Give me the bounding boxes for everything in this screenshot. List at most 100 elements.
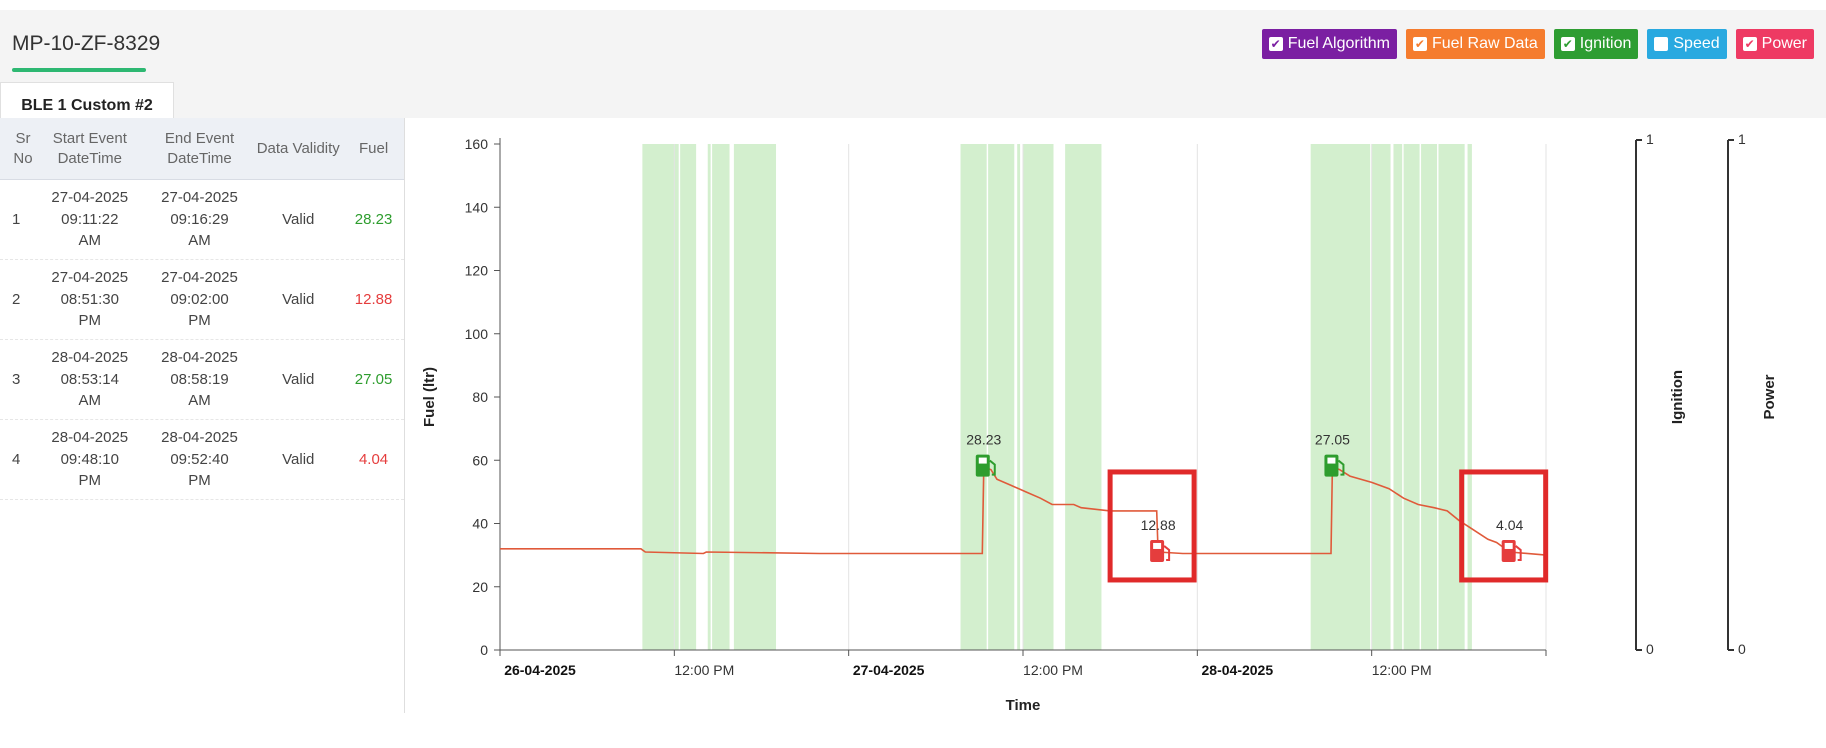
cell-end-datetime: 28-04-2025 09:52:40 PM — [161, 428, 238, 490]
checkbox-icon[interactable]: ✔ — [1560, 37, 1575, 51]
x-tick-label: 28-04-2025 — [1202, 662, 1274, 678]
table-row[interactable]: 4 28-04-2025 09:48:10 PM 28-04-2025 09:52:4… — [0, 420, 404, 500]
header-end-event: End Event DateTime — [164, 130, 235, 167]
secondary-axis-max-label: 1 — [1738, 131, 1746, 147]
table-row[interactable]: 2 27-04-2025 08:51:30 PM 27-04-2025 09:02:0… — [0, 260, 404, 340]
cell-sr-no: 1 — [12, 210, 21, 228]
header-bar: MP-10-ZF-8329 ✔ Fuel Algorithm ✔ Fuel Ra… — [0, 10, 1826, 128]
ignition-band — [1371, 144, 1391, 650]
x-tick-label: 26-04-2025 — [504, 662, 576, 678]
y-tick-label: 140 — [465, 199, 489, 215]
legend-toggle-speed[interactable]: Speed — [1647, 29, 1727, 59]
cell-sr-no: 3 — [12, 370, 21, 388]
fuel-pump-icon[interactable] — [975, 454, 996, 477]
cell-fuel: 27.05 — [354, 370, 393, 388]
cell-validity: Valid — [282, 210, 315, 228]
cell-sr-no: 4 — [12, 450, 21, 468]
fuel-series-line — [500, 465, 1547, 556]
cell-fuel: 12.88 — [354, 290, 393, 308]
cell-fuel: 4.04 — [358, 450, 389, 468]
y-tick-label: 40 — [472, 516, 488, 532]
fuel-pump-icon[interactable] — [1501, 539, 1522, 562]
legend-label: Ignition — [1579, 35, 1632, 52]
legend-toggle-ignition[interactable]: ✔ Ignition — [1553, 29, 1639, 59]
ignition-band — [1467, 144, 1472, 650]
event-value-label: 12.88 — [1141, 517, 1176, 533]
x-tick-label: 12:00 PM — [1372, 662, 1432, 678]
drain-highlight-box — [1459, 469, 1549, 583]
ignition-band — [1310, 144, 1371, 650]
ignition-band — [1393, 144, 1403, 650]
legend-toggle-fuel-raw-data[interactable]: ✔ Fuel Raw Data — [1405, 29, 1545, 59]
legend-label: Power — [1761, 35, 1807, 52]
x-axis-title: Time — [1006, 697, 1041, 714]
ignition-band — [642, 144, 679, 650]
cell-end-datetime: 28-04-2025 08:58:19 AM — [161, 348, 238, 410]
legend-label: Fuel Raw Data — [1431, 35, 1538, 52]
cell-validity: Valid — [282, 290, 315, 308]
event-value-label: 28.23 — [966, 432, 1001, 448]
x-tick-label: 27-04-2025 — [853, 662, 925, 678]
y-tick-label: 160 — [465, 136, 489, 152]
secondary-axis-min-label: 0 — [1738, 641, 1746, 657]
fuel-pump-icon[interactable] — [1150, 539, 1171, 562]
cell-start-datetime: 27-04-2025 08:51:30 PM — [51, 268, 129, 330]
cell-validity: Valid — [282, 370, 315, 388]
header-fuel: Fuel — [358, 139, 389, 157]
legend-toggles: ✔ Fuel Algorithm ✔ Fuel Raw Data ✔ Ignit… — [1261, 29, 1814, 59]
legend-label: Fuel Algorithm — [1287, 35, 1390, 52]
event-value-label: 27.05 — [1315, 432, 1350, 448]
cell-sr-no: 2 — [12, 290, 21, 308]
y-axis-title: Fuel (ltr) — [421, 367, 438, 427]
checkbox-icon[interactable] — [1654, 37, 1669, 51]
header-start-event: Start Event DateTime — [52, 130, 127, 167]
ignition-band — [712, 144, 730, 650]
secondary-axis-title: Ignition — [1669, 370, 1686, 424]
legend-label: Speed — [1673, 35, 1720, 52]
ignition-band — [680, 144, 697, 650]
y-tick-label: 0 — [480, 642, 488, 658]
table-row[interactable]: 1 27-04-2025 09:11:22 AM 27-04-2025 09:16:2… — [0, 180, 404, 260]
event-value-label: 4.04 — [1496, 517, 1523, 533]
cell-end-datetime: 27-04-2025 09:16:29 AM — [161, 188, 238, 250]
y-tick-label: 120 — [465, 263, 489, 279]
vehicle-title: MP-10-ZF-8329 — [12, 32, 161, 55]
legend-toggle-power[interactable]: ✔ Power — [1735, 29, 1814, 59]
secondary-axis-max-label: 1 — [1646, 131, 1654, 147]
x-tick-label: 12:00 PM — [674, 662, 734, 678]
cell-validity: Valid — [282, 450, 315, 468]
checkbox-icon[interactable]: ✔ — [1268, 37, 1283, 51]
checkbox-icon[interactable]: ✔ — [1412, 37, 1427, 51]
title-underline — [12, 68, 146, 72]
cell-fuel: 28.23 — [354, 210, 393, 228]
drain-highlight-box — [1107, 469, 1197, 583]
legend-toggle-fuel-algorithm[interactable]: ✔ Fuel Algorithm — [1261, 29, 1397, 59]
y-tick-label: 80 — [472, 389, 488, 405]
ignition-band — [1017, 144, 1021, 650]
fuel-chart: 0 20 40 60 80 100 120 140 160 Fuel (ltr) 26-04-202… — [406, 118, 1826, 748]
table-row[interactable]: 3 28-04-2025 08:53:14 AM 28-04-2025 08:58:1… — [0, 340, 404, 420]
ignition-band — [1023, 144, 1054, 650]
checkbox-icon[interactable]: ✔ — [1742, 37, 1757, 51]
y-tick-label: 100 — [465, 326, 489, 342]
table-header: Sr No Start Event DateTime End Event Dat… — [0, 118, 404, 180]
ignition-band — [707, 144, 711, 650]
ignition-band — [1421, 144, 1438, 650]
secondary-axis-title: Power — [1761, 374, 1778, 419]
header-data-validity: Data Validity — [256, 139, 340, 157]
fuel-pump-icon[interactable] — [1324, 454, 1345, 477]
ignition-band — [988, 144, 1015, 650]
ignition-band — [1403, 144, 1420, 650]
header-sr-no: Sr No — [13, 130, 33, 167]
cell-start-datetime: 27-04-2025 09:11:22 AM — [51, 188, 129, 250]
fuel-events-table: Sr No Start Event DateTime End Event Dat… — [0, 118, 405, 713]
ignition-band — [733, 144, 777, 650]
cell-start-datetime: 28-04-2025 08:53:14 AM — [51, 348, 129, 410]
y-tick-label: 60 — [472, 452, 488, 468]
cell-start-datetime: 28-04-2025 09:48:10 PM — [51, 428, 129, 490]
x-tick-label: 12:00 PM — [1023, 662, 1083, 678]
secondary-axis-min-label: 0 — [1646, 641, 1654, 657]
ignition-band — [1065, 144, 1102, 650]
ignition-band — [960, 144, 987, 650]
